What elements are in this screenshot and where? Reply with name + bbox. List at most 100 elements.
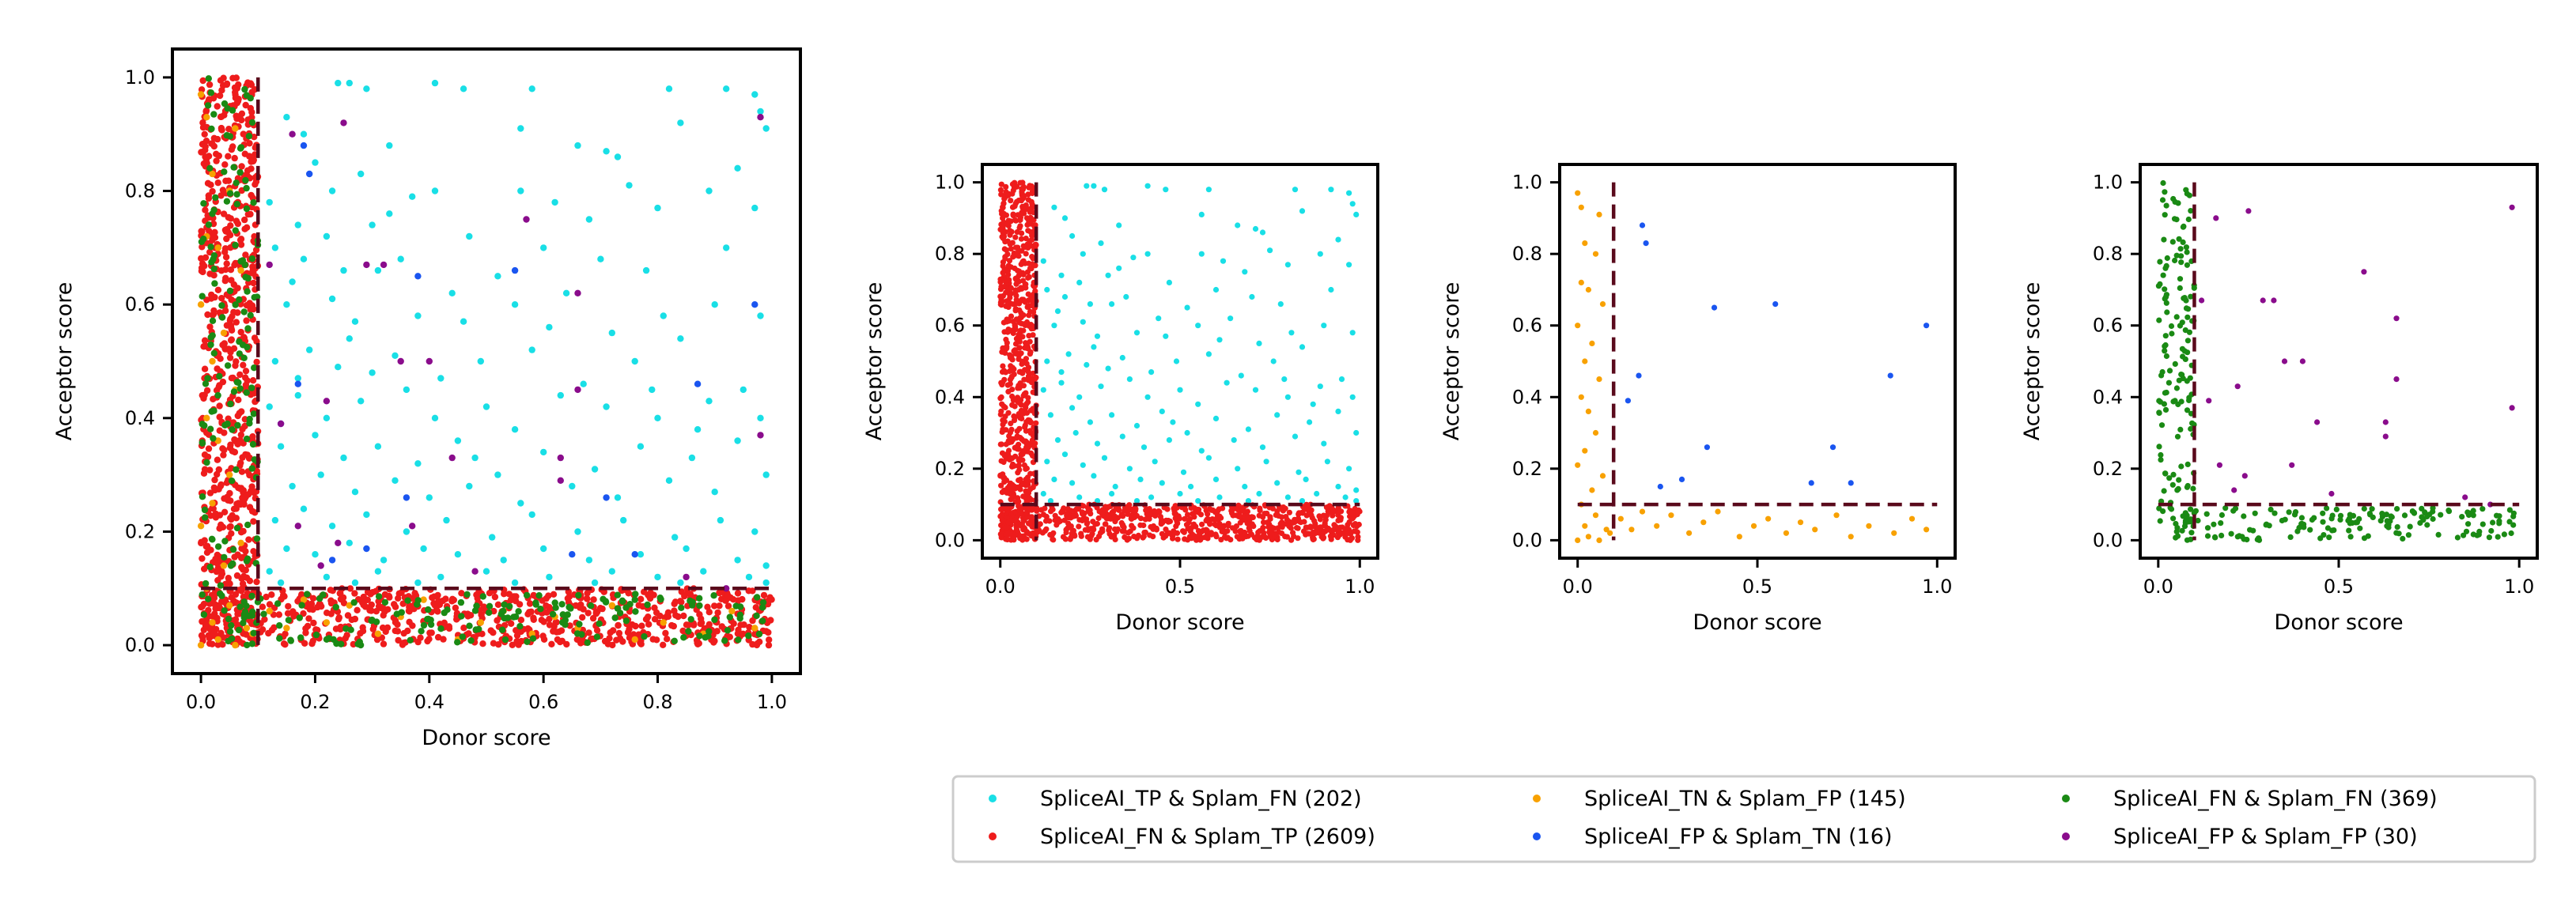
- point-fn_fn: [2178, 259, 2184, 266]
- point-fn_fn: [276, 622, 283, 629]
- point-tp_fn: [528, 346, 535, 353]
- point-fn_tp: [241, 495, 248, 502]
- point-fn_tp: [1025, 364, 1032, 371]
- point-fn_tp: [651, 604, 658, 611]
- point-tp_fn: [540, 545, 547, 553]
- point-fn_tp: [1025, 368, 1031, 375]
- point-tp_fn: [614, 494, 622, 501]
- point-fn_fn: [2271, 510, 2278, 516]
- point-fn_fn: [2417, 519, 2423, 527]
- point-fn_fn: [248, 592, 255, 600]
- point-fn_fn: [243, 184, 250, 192]
- point-fn_fn: [2168, 323, 2175, 330]
- point-fp_fp: [2314, 419, 2321, 425]
- point-tp_fn: [1109, 412, 1115, 418]
- point-fn_tp: [1010, 254, 1016, 260]
- point-fn_tp: [216, 413, 223, 421]
- point-tp_fn: [1274, 480, 1280, 486]
- point-fn_fn: [2184, 191, 2190, 197]
- point-fn_tp: [202, 143, 209, 150]
- point-fn_fn: [532, 601, 539, 608]
- point-fn_tp: [1346, 519, 1352, 526]
- point-fn_fn: [232, 227, 239, 234]
- x-tick-label: 0.4: [414, 691, 444, 713]
- point-fn_tp: [219, 378, 227, 386]
- point-fn_tp: [234, 610, 241, 617]
- point-fn_fn: [204, 102, 212, 109]
- point-fn_tp: [546, 604, 553, 611]
- point-fn_tp: [217, 482, 225, 489]
- point-fn_fn: [276, 635, 283, 642]
- x-axis-label: Donor score: [1693, 610, 1821, 635]
- point-fn_fn: [2162, 212, 2168, 218]
- point-tp_fn: [1242, 483, 1248, 490]
- point-fn_tp: [1023, 236, 1029, 242]
- point-fn_fn: [2195, 517, 2201, 524]
- point-tp_fn: [717, 516, 724, 524]
- point-fn_tp: [201, 130, 208, 138]
- point-tp_fn: [1065, 351, 1072, 357]
- point-tp_fn: [740, 386, 747, 394]
- point-fn_tp: [249, 635, 256, 642]
- point-tp_fn: [1156, 315, 1162, 322]
- point-fn_tp: [1023, 476, 1031, 482]
- point-fn_fn: [755, 630, 763, 638]
- point-fn_tp: [1283, 514, 1289, 520]
- y-tick-label: 0.6: [125, 293, 155, 315]
- point-fn_tp: [246, 153, 253, 160]
- point-fp_fp: [2509, 405, 2515, 411]
- point-fn_fn: [2346, 515, 2352, 522]
- point-fn_fn: [2162, 294, 2169, 300]
- point-fn_tp: [1019, 188, 1025, 195]
- point-tp_fn: [591, 579, 599, 587]
- point-fn_tp: [632, 622, 639, 630]
- point-fn_tp: [1027, 351, 1033, 357]
- point-fn_tp: [479, 640, 486, 647]
- point-fn_tp: [364, 588, 372, 596]
- point-tp_fn: [374, 266, 382, 274]
- point-fn_fn: [218, 302, 225, 309]
- point-fn_tp: [434, 591, 441, 599]
- point-fn_fn: [2176, 477, 2182, 483]
- point-fp_tn: [306, 170, 313, 178]
- point-fn_tp: [226, 489, 233, 497]
- point-tn_fp: [283, 625, 290, 632]
- point-fn_fn: [622, 617, 630, 625]
- point-fn_tp: [1049, 532, 1055, 538]
- point-fn_tp: [1147, 512, 1153, 518]
- point-fn_tp: [1040, 512, 1047, 518]
- point-fn_tp: [1175, 536, 1181, 542]
- point-fn_fn: [515, 608, 522, 615]
- point-tp_fn: [1205, 455, 1212, 461]
- point-fn_fn: [228, 621, 235, 629]
- point-tp_fn: [1133, 498, 1140, 504]
- point-fn_tp: [526, 600, 534, 607]
- point-tn_fp: [1736, 534, 1742, 540]
- point-fn_fn: [486, 602, 494, 610]
- point-tp_fn: [1105, 272, 1111, 278]
- point-fn_tp: [1001, 487, 1008, 493]
- point-tn_fp: [1668, 512, 1674, 519]
- point-tn_fp: [232, 641, 239, 649]
- point-tp_fn: [443, 516, 450, 524]
- point-fn_tp: [550, 591, 558, 598]
- point-fn_tp: [242, 374, 249, 381]
- point-tp_fn: [386, 210, 393, 217]
- point-fn_tp: [1278, 514, 1285, 520]
- point-fn_tp: [1005, 519, 1012, 526]
- point-fn_fn: [234, 421, 241, 429]
- point-tp_fn: [1087, 301, 1093, 308]
- point-fn_tp: [1275, 525, 1281, 531]
- point-fn_tp: [1000, 215, 1006, 221]
- point-fn_tp: [590, 596, 597, 603]
- point-fn_tp: [199, 228, 206, 236]
- point-fn_tp: [1001, 418, 1008, 425]
- point-fn_fn: [236, 603, 244, 610]
- point-tn_fp: [243, 625, 250, 632]
- point-fp_tn: [569, 551, 576, 558]
- point-fn_fn: [243, 389, 250, 396]
- point-tp_fn: [289, 482, 296, 490]
- point-tp_fn: [591, 466, 599, 473]
- point-fn_tp: [1325, 525, 1332, 532]
